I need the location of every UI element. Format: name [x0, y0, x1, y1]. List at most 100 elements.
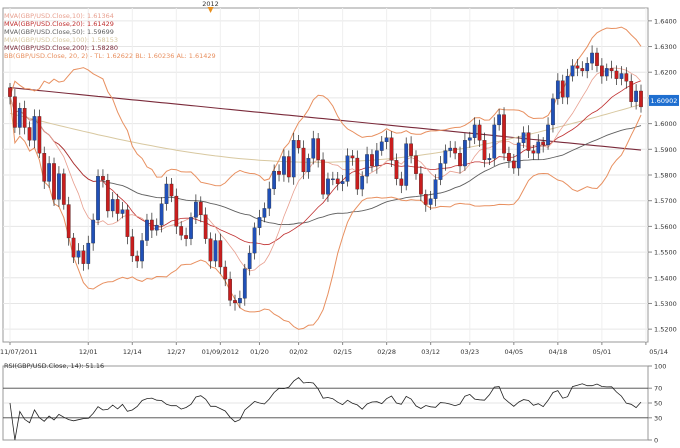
- mva50-line: [9, 96, 642, 226]
- candle-body: [394, 160, 399, 180]
- legend-item-mva200: MVA(GBP/USD.Close,200): 1.58280: [4, 44, 119, 52]
- candle-body: [228, 278, 232, 301]
- x-tick-label: 02/28: [377, 348, 396, 356]
- legend-item-mva50: MVA(GBP/USD.Close,50): 1.59699: [4, 28, 114, 36]
- x-tick-label: 11/07/2011: [0, 348, 37, 356]
- candle-body: [639, 90, 643, 108]
- candle-body: [159, 203, 164, 226]
- x-tick-label: 03/12: [421, 348, 440, 356]
- candle-body: [101, 176, 105, 181]
- rsi-line: [9, 376, 642, 441]
- candle-body: [580, 68, 585, 72]
- bollinger-lower-line: [9, 96, 642, 330]
- candle-body: [560, 80, 565, 98]
- candle-body: [120, 209, 125, 214]
- candle-body: [467, 137, 472, 141]
- candle-body: [507, 153, 511, 162]
- x-tick-label: 12/27: [167, 348, 186, 356]
- candle-body: [149, 219, 154, 231]
- year-marker-label: 2012: [202, 0, 219, 8]
- candle-body: [634, 90, 638, 102]
- candle-body: [526, 132, 531, 151]
- legend-item-mva100: MVA(GBP/USD.Close,100): 1.58153: [4, 36, 119, 44]
- rsi-tick-label: 70: [654, 385, 662, 393]
- candle-body: [511, 160, 516, 169]
- candle-body: [423, 194, 428, 205]
- candle-body: [154, 224, 159, 231]
- y-tick-label: 1.5300: [654, 300, 677, 308]
- x-tick-label: 05/01: [593, 348, 612, 356]
- rsi-tick-label: 100: [654, 363, 666, 371]
- candle-body: [125, 209, 130, 237]
- candle-body: [272, 170, 277, 190]
- candle-body: [477, 124, 482, 141]
- candle-body: [135, 255, 140, 262]
- x-tick-label: 02/02: [289, 348, 308, 356]
- candle-body: [27, 127, 32, 141]
- candle-body: [291, 140, 296, 178]
- candle-body: [609, 68, 614, 72]
- candle-body: [521, 132, 526, 144]
- candle-body: [595, 52, 599, 66]
- candle-body: [600, 65, 604, 77]
- y-tick-label: 1.6200: [654, 69, 677, 77]
- candle-body: [443, 150, 448, 164]
- candle-body: [262, 208, 267, 218]
- y-tick-label: 1.5900: [654, 146, 677, 154]
- candle-body: [355, 157, 360, 190]
- candle-body: [32, 116, 37, 141]
- candle-body: [404, 143, 409, 186]
- mva20-line: [9, 80, 642, 246]
- legend-item-mva20: MVA(GBP/USD.Close,20): 1.61429: [4, 20, 114, 28]
- candle-body: [198, 201, 203, 215]
- candle-body: [326, 178, 330, 195]
- candle-body: [96, 176, 100, 221]
- last-price-tag: [649, 94, 679, 106]
- candle-body: [238, 298, 242, 304]
- candle-body: [575, 65, 580, 69]
- candle-body: [91, 219, 96, 244]
- year-marker-icon: [207, 7, 214, 13]
- candle-body: [115, 199, 120, 214]
- candle-body: [321, 159, 325, 195]
- candle-body: [604, 68, 609, 77]
- x-tick-label: 12/14: [123, 348, 142, 356]
- candle-body: [458, 153, 462, 167]
- candle-body: [105, 179, 110, 212]
- candle-body: [497, 114, 502, 126]
- rsi-tick-label: 30: [654, 414, 662, 422]
- candle-body: [565, 75, 570, 98]
- candle-body: [57, 173, 61, 200]
- candle-body: [233, 300, 237, 304]
- candle-body: [370, 154, 374, 167]
- candle-body: [335, 178, 340, 184]
- candle-body: [179, 226, 184, 236]
- x-tick-label: 04/18: [548, 348, 567, 356]
- candle-body: [277, 170, 281, 175]
- x-tick-label: 12/01: [79, 348, 98, 356]
- y-tick-label: 1.6000: [654, 120, 677, 128]
- candle-body: [619, 73, 624, 79]
- candle-body: [409, 143, 413, 156]
- candle-body: [541, 141, 546, 146]
- candle-body: [472, 124, 477, 138]
- candle-body: [17, 108, 22, 128]
- candle-body: [306, 158, 311, 173]
- candle-body: [360, 176, 365, 190]
- candle-body: [169, 183, 174, 197]
- candle-body: [629, 81, 634, 102]
- y-tick-label: 1.5200: [654, 326, 677, 334]
- rsi-tick-label: 50: [654, 400, 662, 408]
- y-tick-label: 1.5600: [654, 223, 677, 231]
- legend-item-bollinger: BB(GBP/USD.Close, 20, 2) - TL: 1.62622 B…: [4, 52, 216, 60]
- candle-body: [301, 147, 306, 173]
- y-tick-label: 1.6400: [654, 17, 677, 25]
- candle-body: [61, 173, 66, 205]
- candle-body: [546, 124, 550, 146]
- candle-body: [590, 52, 594, 64]
- candle-body: [330, 178, 335, 181]
- candle-body: [428, 198, 433, 205]
- candle-body: [194, 201, 198, 218]
- candle-body: [252, 227, 257, 254]
- candle-body: [47, 163, 51, 182]
